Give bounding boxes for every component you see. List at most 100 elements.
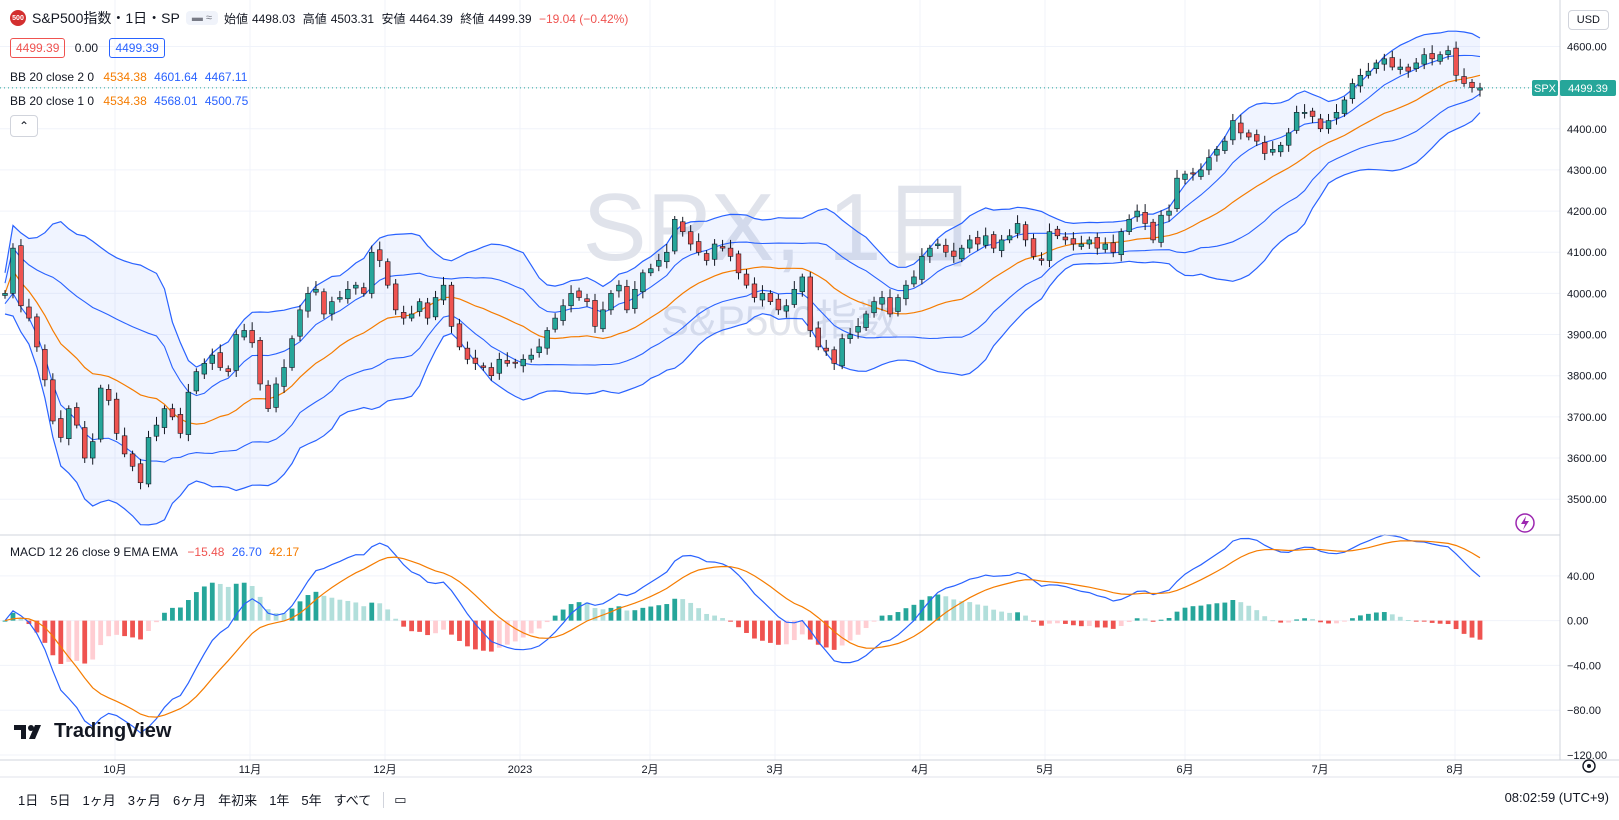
compare-icon[interactable]: ▬ ≈ xyxy=(185,11,218,25)
macd-hist-bar xyxy=(162,612,167,621)
macd-hist-bar xyxy=(1007,612,1012,621)
candle-body xyxy=(831,349,837,364)
candle-body xyxy=(1126,219,1132,232)
y-tick-label: 3800.00 xyxy=(1567,371,1607,383)
candle-body xyxy=(297,309,303,337)
candle-body xyxy=(967,239,973,249)
macd-hist-bar xyxy=(2,620,8,622)
candle-body xyxy=(504,360,510,364)
bb1-legend[interactable]: BB 20 close 1 0 4534.38 4568.01 4500.75 xyxy=(10,94,249,108)
candlesticks xyxy=(2,41,1483,490)
bid-box[interactable]: 4499.39 xyxy=(10,38,66,58)
candle-body xyxy=(1134,210,1140,218)
candle-body xyxy=(448,284,455,327)
macd-hist-bar xyxy=(401,620,407,627)
candle-body xyxy=(807,276,813,331)
macd-hist-bar xyxy=(50,620,56,656)
date-range-icon[interactable]: ▭ xyxy=(383,791,407,808)
macd-hist-bar xyxy=(696,608,702,621)
timeframe-6m[interactable]: 6ヶ月 xyxy=(172,793,207,808)
macd-hist-bar xyxy=(130,620,135,638)
candle-body xyxy=(416,301,423,312)
candle-body xyxy=(1142,212,1148,224)
macd-hist-bar xyxy=(855,620,861,635)
candle-body xyxy=(568,293,574,307)
collapse-legend-button[interactable]: ⌃ xyxy=(10,115,38,137)
symbol-logo: 500 xyxy=(10,10,26,26)
candle-body xyxy=(113,398,120,434)
macd-hist-bar xyxy=(871,620,877,622)
candle-body xyxy=(935,243,941,246)
timeframe-1d[interactable]: 1日 xyxy=(18,793,39,808)
candle-body xyxy=(1381,58,1388,65)
candle-body xyxy=(1429,53,1435,60)
candle-body xyxy=(823,347,829,352)
candle-body xyxy=(456,323,463,348)
timeframe-1y[interactable]: 1年 xyxy=(269,793,290,808)
macd-hist-bar xyxy=(170,607,175,621)
x-tick-label: 5月 xyxy=(1036,764,1053,776)
candle-body xyxy=(640,272,646,293)
timeframe-1m[interactable]: 1ヶ月 xyxy=(82,793,116,808)
macd-hist-bar xyxy=(1206,604,1212,621)
chevron-up-icon: ⌃ xyxy=(18,119,30,133)
candle-body xyxy=(169,408,176,418)
macd-hist-bar xyxy=(425,620,430,636)
candle-body xyxy=(305,293,311,312)
macd-hist-bar xyxy=(233,583,239,621)
macd-hist-bar xyxy=(122,620,127,637)
macd-hist-bar xyxy=(305,595,311,621)
candle-body xyxy=(767,293,774,302)
replay-icon[interactable] xyxy=(1515,513,1535,533)
candle-body xyxy=(528,354,534,360)
candle-body xyxy=(488,367,495,377)
macd-hist-bar xyxy=(289,608,295,621)
macd-hist-bar xyxy=(193,592,199,621)
candle-body xyxy=(990,234,997,249)
watermark-title: SPX, 1日 xyxy=(583,174,978,281)
candle-body xyxy=(34,316,40,348)
candle-body xyxy=(1118,231,1124,256)
macd-hist-bar xyxy=(504,620,510,645)
candle-body xyxy=(1022,224,1029,241)
timeframe-5d[interactable]: 5日 xyxy=(50,793,71,808)
y-tick-label: 4000.00 xyxy=(1567,288,1607,300)
y-tick-label: 3600.00 xyxy=(1567,453,1607,465)
macd-hist-bar xyxy=(337,599,343,621)
candle-body xyxy=(161,408,168,428)
timeframe-3m[interactable]: 3ヶ月 xyxy=(127,793,161,808)
macd-hist-bar xyxy=(241,582,247,621)
macd-hist-bar xyxy=(329,597,335,621)
candle-body xyxy=(1437,54,1443,62)
macd-hist-bar xyxy=(201,586,207,621)
symbol-title[interactable]: S&P500指数・1日・SP xyxy=(32,10,180,26)
y-tick-label: 0.00 xyxy=(1567,616,1588,628)
settings-icon[interactable] xyxy=(1582,759,1596,773)
macd-hist-bar xyxy=(1310,618,1315,621)
macd-hist-bar xyxy=(10,612,16,621)
macd-hist-bar xyxy=(760,620,765,641)
candle-body xyxy=(1285,132,1292,146)
candle-body xyxy=(353,284,359,289)
macd-hist-bar xyxy=(249,585,255,621)
ask-box[interactable]: 4499.39 xyxy=(109,38,165,58)
macd-hist-bar xyxy=(903,608,909,621)
candle-body xyxy=(656,260,662,267)
macd-hist-bar xyxy=(1342,620,1347,622)
macd-hist-bar xyxy=(1294,619,1300,621)
clock[interactable]: 08:02:59 (UTC+9) xyxy=(1504,790,1609,805)
candle-body xyxy=(959,247,965,260)
timeframe-5y[interactable]: 5年 xyxy=(301,793,322,808)
macd-hist-bar xyxy=(281,613,287,621)
candle-body xyxy=(1461,76,1467,84)
macd-hist-bar xyxy=(791,620,797,641)
bb2-legend[interactable]: BB 20 close 2 0 4534.38 4601.64 4467.11 xyxy=(10,70,248,84)
macd-hist-bar xyxy=(1278,620,1284,623)
timeframe-all[interactable]: すべて xyxy=(333,793,372,808)
timeframe-ytd[interactable]: 年初来 xyxy=(218,793,258,808)
macd-legend[interactable]: MACD 12 26 close 9 EMA EMA −15.48 26.70 … xyxy=(10,545,300,559)
candle-body xyxy=(743,273,750,286)
currency-selector[interactable]: USD xyxy=(1567,10,1609,30)
macd-hist-bar xyxy=(1023,615,1028,621)
